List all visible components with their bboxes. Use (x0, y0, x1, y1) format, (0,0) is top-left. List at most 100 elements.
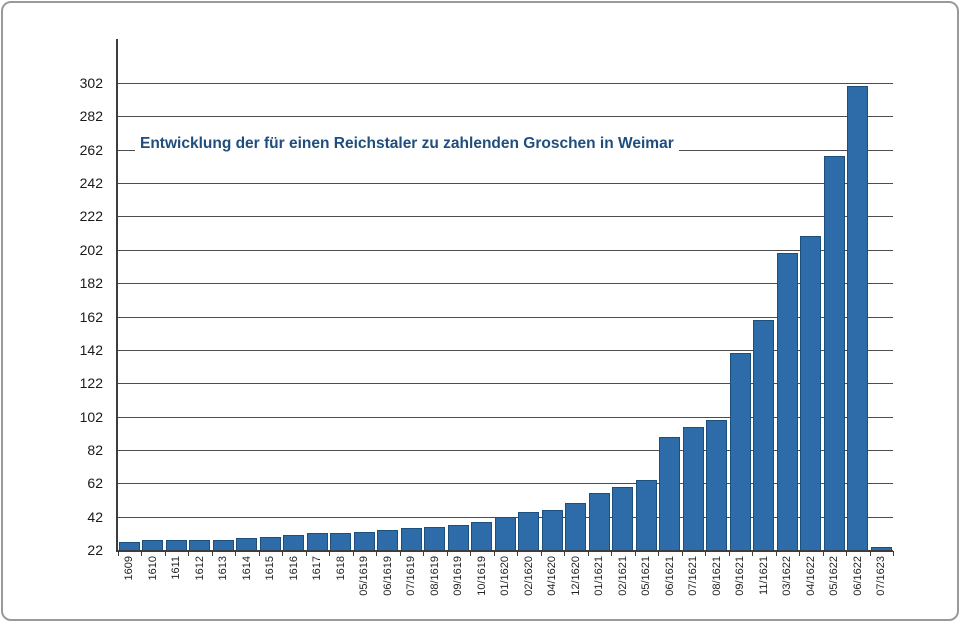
axis-tick (399, 551, 401, 556)
bar (800, 236, 822, 550)
bar (189, 540, 211, 550)
bar (118, 541, 140, 550)
axis-tick (540, 551, 542, 556)
x-axis-tick-label: 09/1619 (452, 556, 465, 596)
x-axis-tick-label: 02/1620 (522, 556, 535, 596)
gridline (116, 249, 893, 251)
axis-tick (376, 551, 377, 556)
axis-tick (305, 551, 307, 556)
x-axis-tick-label: 07/1621 (687, 556, 700, 596)
bar (706, 419, 728, 550)
axis-tick (822, 551, 824, 556)
bar (142, 540, 164, 550)
axis-tick (517, 551, 518, 556)
axis-tick (587, 551, 589, 556)
gridline (116, 116, 893, 118)
bar (847, 86, 869, 550)
x-axis-tick-label: 1615 (264, 556, 277, 581)
axis-tick (329, 551, 330, 556)
axis-tick (846, 551, 847, 556)
bar (283, 535, 305, 550)
y-axis-tick-label: 22 (87, 542, 103, 558)
x-axis-tick-label: 1616 (287, 556, 300, 581)
axis-tick (258, 551, 260, 556)
chart-title: Entwicklung der für einen Reichstaler zu… (135, 133, 679, 155)
x-axis-tick-label: 08/1619 (428, 556, 441, 596)
axis-tick (658, 551, 659, 556)
y-axis-tick-label: 262 (79, 141, 103, 158)
x-axis-tick-label: 10/1619 (475, 556, 488, 596)
x-axis-tick-label: 05/1622 (828, 556, 841, 596)
bar (494, 516, 516, 550)
x-axis-tick-label: 1617 (311, 556, 324, 581)
y-axis-line (116, 39, 118, 552)
bar (753, 319, 775, 550)
axis-tick (634, 551, 636, 556)
axis-tick (564, 551, 565, 556)
bar (447, 525, 469, 550)
axis-tick (799, 551, 800, 556)
bar (823, 156, 845, 550)
axis-tick (211, 551, 213, 556)
x-axis-tick-label: 12/1620 (569, 556, 582, 596)
x-axis-tick-label: 07/1623 (875, 556, 888, 596)
x-axis-tick-label: 05/1621 (640, 556, 653, 596)
x-axis-tick-label: 01/1621 (593, 556, 606, 596)
x-axis-tick-label: 08/1621 (710, 556, 723, 596)
plot-area: 302 282 262 242 222 202 182 162 142 122 102 82 62 42 2… (3, 3, 960, 623)
y-axis-tick-label: 62 (87, 475, 103, 492)
axis-tick (141, 551, 142, 556)
gridline (116, 383, 893, 385)
y-axis-tick-label: 282 (79, 108, 103, 125)
axis-tick (611, 551, 612, 556)
y-axis-tick-label: 242 (79, 175, 103, 192)
x-axis-tick-label: 06/1622 (851, 556, 864, 596)
axis-tick (869, 551, 871, 556)
gridline (116, 449, 893, 451)
bar (612, 486, 634, 550)
bar (565, 503, 587, 550)
bar (306, 533, 328, 550)
axis-tick (188, 551, 189, 556)
y-axis-tick-label: 122 (79, 375, 103, 392)
y-axis-tick-label: 42 (87, 508, 103, 525)
gridline (116, 283, 893, 285)
x-axis-tick-label: 1609 (123, 556, 136, 581)
x-axis-tick-label: 1610 (146, 556, 159, 581)
bar (377, 530, 399, 550)
axis-tick (728, 551, 730, 556)
axis-tick (470, 551, 471, 556)
axis-tick (775, 551, 777, 556)
bar (635, 479, 657, 550)
gridline (116, 416, 893, 418)
x-axis-tick-label: 01/1620 (499, 556, 512, 596)
bar (471, 521, 493, 550)
x-axis-tick-label: 06/1621 (663, 556, 676, 596)
y-axis-tick-label: 222 (79, 208, 103, 225)
x-axis-tick-label: 02/1621 (616, 556, 629, 596)
x-axis-tick-label: 07/1619 (405, 556, 418, 596)
y-axis-tick-label: 82 (87, 441, 103, 458)
axis-tick (117, 551, 119, 556)
x-axis-tick-label: 1618 (334, 556, 347, 581)
x-axis-tick-label: 06/1619 (381, 556, 394, 596)
axis-tick (705, 551, 706, 556)
y-axis-tick-label: 162 (79, 308, 103, 325)
bar (212, 540, 234, 550)
axis-tick (893, 551, 894, 556)
axis-tick (423, 551, 424, 556)
x-axis-tick-label: 1614 (240, 556, 253, 581)
gridline (116, 216, 893, 218)
axis-tick (681, 551, 683, 556)
bar (870, 546, 892, 550)
x-axis-tick-label: 09/1621 (734, 556, 747, 596)
bar (541, 510, 563, 550)
axis-tick (235, 551, 236, 556)
bar (682, 426, 704, 550)
bar (236, 538, 258, 550)
axis-tick (752, 551, 753, 556)
x-axis-tick-label: 1611 (170, 556, 183, 580)
y-axis-tick-label: 102 (79, 408, 103, 425)
bar (424, 526, 446, 550)
